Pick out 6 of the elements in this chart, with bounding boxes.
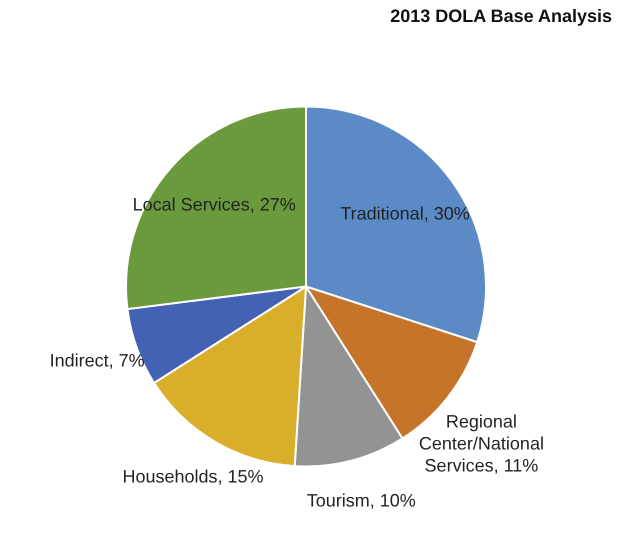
chart-title: 2013 DOLA Base Analysis: [390, 6, 612, 26]
slice-label: Regional Center/National Services, 11%: [418, 412, 544, 476]
slice-label: Households, 15%: [122, 466, 264, 487]
slice-label: Tourism, 10%: [306, 490, 416, 511]
slice-label: Traditional, 30%: [340, 204, 470, 224]
slice-label: Indirect, 7%: [50, 350, 145, 371]
